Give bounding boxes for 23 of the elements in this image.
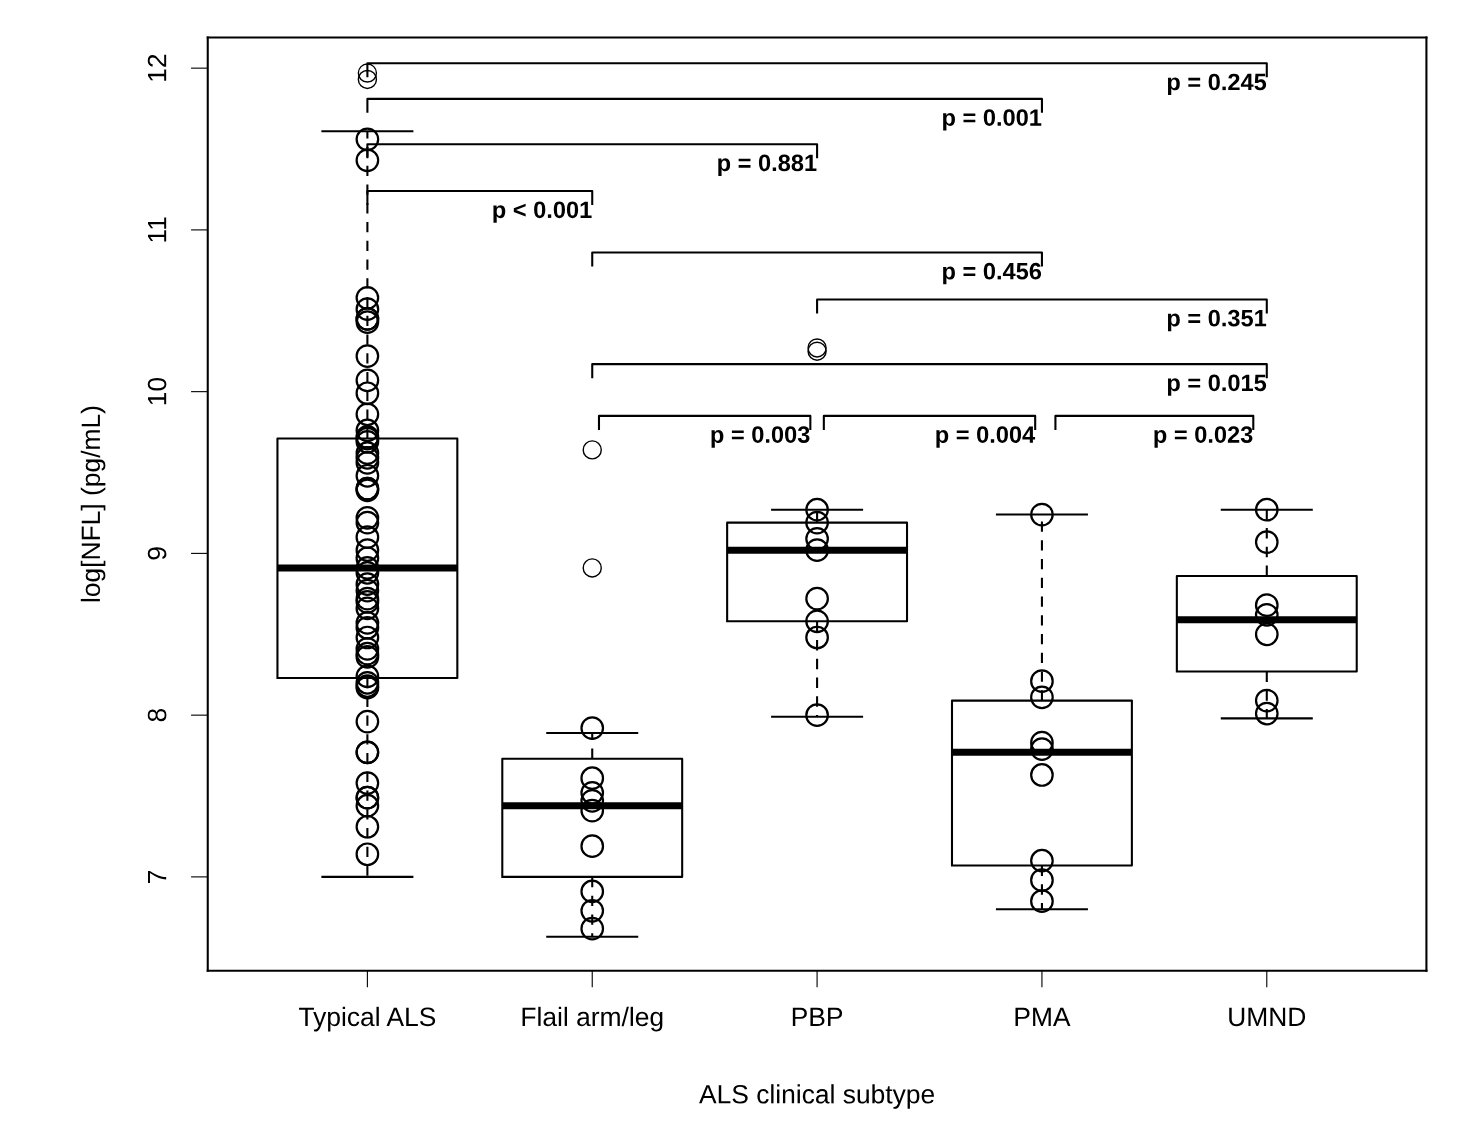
y-tick-label: 9 [147, 547, 167, 560]
annotation: p = 0.001 [943, 109, 1042, 131]
x-tick-label: PMA [1015, 1007, 1071, 1026]
y-axis-title: log[NFL] (pg/mL) [80, 406, 106, 602]
y-tick-label: 8 [147, 708, 167, 722]
annotation: p = 0.456 [943, 262, 1042, 285]
annotation: p = 0.003 [711, 426, 810, 448]
annotation: p = 0.881 [718, 154, 817, 176]
y-tick-label: 7 [148, 870, 167, 883]
annotation: p = 0.004 [936, 426, 1036, 448]
x-tick-label: PBP [792, 1007, 843, 1026]
y-tick-label: 11 [148, 217, 167, 242]
x-tick-label: UMND [1229, 1007, 1306, 1027]
x-tick-label: Typical ALS [299, 1006, 436, 1032]
y-tick-label: 12 [147, 54, 167, 81]
annotation: p = 0.023 [1154, 426, 1253, 448]
annotation: p = 0.245 [1167, 73, 1267, 96]
annotation: p < 0.001 [493, 201, 592, 223]
annotation: p = 0.015 [1167, 374, 1267, 396]
annotation: p = 0.351 [1167, 309, 1267, 332]
y-tick-label: 10 [147, 378, 167, 405]
x-axis-title: ALS clinical subtype [699, 1084, 934, 1109]
x-tick-label: Flail arm/leg [522, 1006, 663, 1032]
